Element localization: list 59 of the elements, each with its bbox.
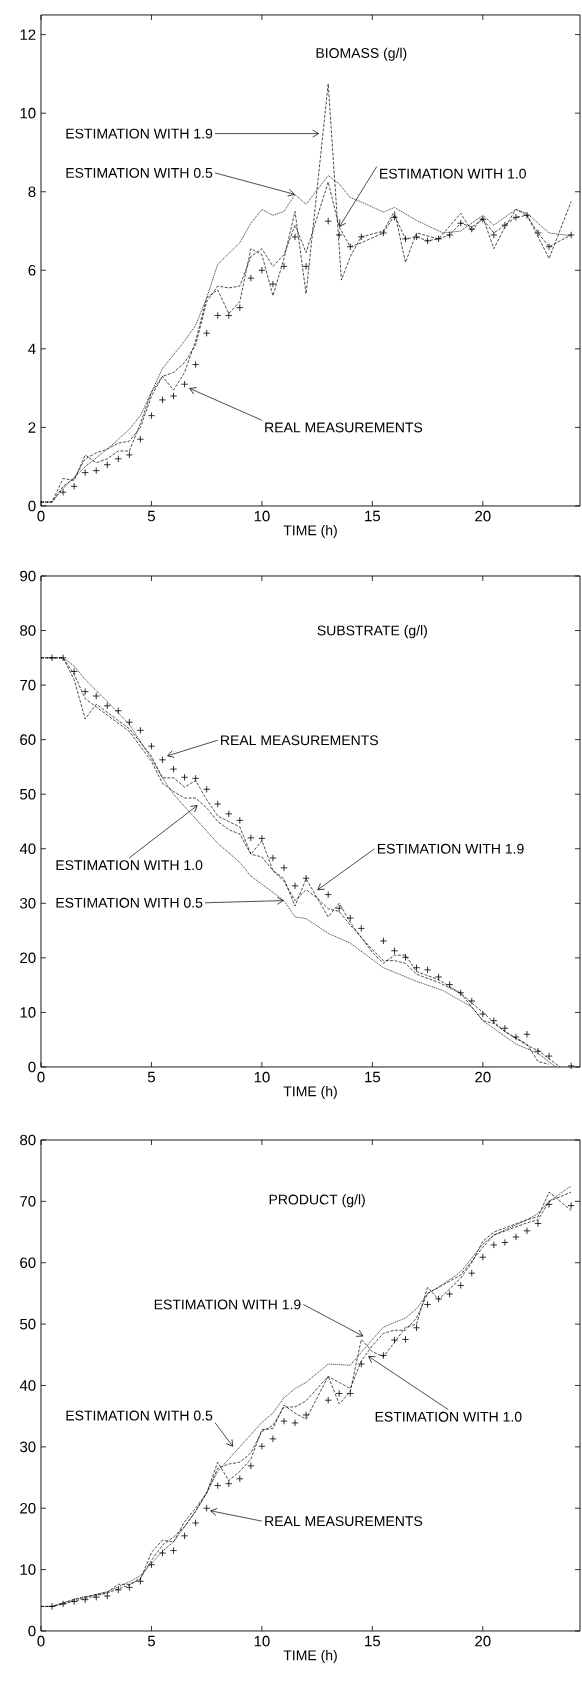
y-tick-label: 40 bbox=[19, 1380, 36, 1391]
y-tick-label: 12 bbox=[20, 29, 36, 40]
y-tick-label: 90 bbox=[20, 570, 36, 582]
x-tick-label: 20 bbox=[475, 510, 491, 522]
y-tick-label: 0 bbox=[28, 1625, 36, 1637]
y-tick-label: 4 bbox=[28, 343, 36, 355]
x-tick-label: 20 bbox=[475, 1071, 491, 1083]
y-tick-label: 20 bbox=[20, 952, 36, 964]
y-tick-label: 80 bbox=[20, 625, 36, 636]
x-tick-label: 15 bbox=[365, 510, 381, 522]
y-tick-label: 50 bbox=[20, 788, 36, 800]
annotation: ESTIMATION WITH 0.5 bbox=[56, 897, 203, 908]
y-tick-label: 70 bbox=[20, 679, 36, 691]
x-tick-label: 10 bbox=[254, 510, 270, 522]
x-tick-label: 15 bbox=[365, 1635, 381, 1647]
annotation: REAL MEASUREMENTS bbox=[221, 735, 378, 746]
x-tick-label: 0 bbox=[37, 1071, 45, 1083]
y-tick-label: 50 bbox=[20, 1318, 36, 1330]
x-tick-label: 15 bbox=[365, 1071, 381, 1083]
x-axis-title: TIME (h) bbox=[283, 1086, 337, 1100]
y-tick-label: 8 bbox=[28, 186, 36, 198]
text: SUBSTRATE (g/l) bbox=[317, 625, 427, 639]
y-tick-label: 10 bbox=[20, 1007, 36, 1018]
annotation: ESTIMATION WITH 1.9 bbox=[154, 1299, 301, 1310]
x-axis-title: TIME (h) bbox=[283, 1650, 337, 1664]
x-tick-label: 0 bbox=[37, 510, 45, 522]
y-tick-label: 60 bbox=[20, 1257, 36, 1269]
annotation: ESTIMATION WITH 1.9 bbox=[66, 128, 213, 139]
x-tick-label: 10 bbox=[254, 1071, 270, 1083]
annotation: ESTIMATION WITH 0.5 bbox=[66, 167, 213, 178]
y-tick-label: 30 bbox=[20, 1441, 36, 1453]
annotation: ESTIMATION WITH 1.0 bbox=[380, 168, 526, 179]
y-tick-label: 0 bbox=[28, 500, 36, 512]
annotation: ESTIMATION WITH 1.9 bbox=[377, 843, 524, 854]
y-tick-label: 0 bbox=[28, 1061, 36, 1073]
y-tick-label: 10 bbox=[20, 1564, 36, 1575]
y-tick-label: 30 bbox=[20, 898, 36, 909]
y-tick-label: 70 bbox=[20, 1196, 36, 1207]
x-tick-label: 20 bbox=[475, 1635, 491, 1647]
text: PRODUCT (g/l) bbox=[269, 1194, 365, 1208]
y-tick-label: 80 bbox=[20, 1134, 36, 1146]
y-tick-label: 40 bbox=[19, 843, 36, 855]
x-axis-title: TIME (h) bbox=[283, 525, 337, 539]
annotation: REAL MEASUREMENTS bbox=[265, 422, 423, 433]
x-tick-label: 5 bbox=[147, 510, 155, 522]
y-tick-label: 60 bbox=[20, 734, 36, 745]
x-tick-label: 10 bbox=[254, 1635, 270, 1647]
annotation: REAL MEASUREMENTS bbox=[265, 1516, 423, 1527]
x-tick-label: 0 bbox=[37, 1635, 45, 1647]
annotation: ESTIMATION WITH 1.0 bbox=[56, 860, 203, 871]
text: BIOMASS (g/l) bbox=[316, 47, 407, 61]
annotation: ESTIMATION WITH 0.5 bbox=[66, 1410, 213, 1421]
y-tick-label: 10 bbox=[20, 107, 36, 119]
y-tick-label: 20 bbox=[20, 1502, 36, 1514]
x-tick-label: 5 bbox=[147, 1071, 155, 1083]
y-tick-label: 6 bbox=[28, 264, 36, 276]
y-tick-label: 2 bbox=[28, 422, 36, 433]
x-tick-label: 5 bbox=[147, 1635, 155, 1647]
annotation: ESTIMATION WITH 1.0 bbox=[375, 1411, 522, 1422]
